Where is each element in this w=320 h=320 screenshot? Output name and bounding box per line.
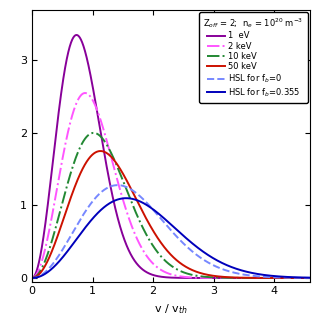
Line: 10 keV: 10 keV [32, 133, 320, 278]
2 keV [30, 276, 34, 280]
1  eV [47, 193, 51, 197]
1  eV [292, 276, 296, 280]
50 keV [99, 149, 102, 153]
2 keV [47, 229, 51, 233]
HSL for f$_b$=0 [116, 183, 119, 187]
10 keV [192, 273, 196, 277]
10 keV [92, 131, 96, 135]
10 keV [30, 276, 34, 280]
2 keV [83, 91, 87, 95]
2 keV [292, 276, 296, 280]
50 keV [47, 256, 51, 260]
Line: HSL for f$_b$=0.355: HSL for f$_b$=0.355 [32, 198, 320, 278]
10 keV [47, 248, 51, 252]
1  eV [183, 276, 187, 280]
Line: HSL for f$_b$=0: HSL for f$_b$=0 [32, 185, 320, 278]
Line: 50 keV: 50 keV [32, 151, 320, 278]
1  eV [192, 276, 196, 280]
HSL for f$_b$=0 [292, 276, 296, 280]
Line: 2 keV: 2 keV [32, 93, 320, 278]
50 keV [183, 265, 187, 268]
X-axis label: v / v$_{th}$: v / v$_{th}$ [155, 302, 188, 316]
HSL for f$_b$=0 [30, 276, 34, 280]
HSL for f$_b$=0 [192, 251, 196, 255]
Line: 1  eV: 1 eV [32, 35, 320, 278]
50 keV [30, 276, 34, 280]
Legend: 1  eV, 2 keV, 10 keV, 50 keV, HSL for f$_b$=0, HSL for f$_b$=0.355: 1 eV, 2 keV, 10 keV, 50 keV, HSL for f$_… [199, 12, 308, 103]
HSL for f$_b$=0.355 [30, 276, 34, 280]
HSL for f$_b$=0.355 [192, 243, 196, 247]
HSL for f$_b$=0.355 [47, 269, 51, 273]
HSL for f$_b$=0 [47, 267, 51, 270]
2 keV [183, 275, 187, 279]
1  eV [30, 276, 34, 280]
1  eV [75, 33, 78, 37]
HSL for f$_b$=0.355 [183, 236, 187, 239]
50 keV [292, 276, 296, 280]
HSL for f$_b$=0 [183, 243, 187, 247]
HSL for f$_b$=0.355 [124, 196, 128, 200]
10 keV [292, 276, 296, 280]
2 keV [192, 276, 196, 279]
HSL for f$_b$=0.355 [292, 275, 296, 279]
10 keV [183, 271, 187, 275]
50 keV [192, 269, 196, 273]
